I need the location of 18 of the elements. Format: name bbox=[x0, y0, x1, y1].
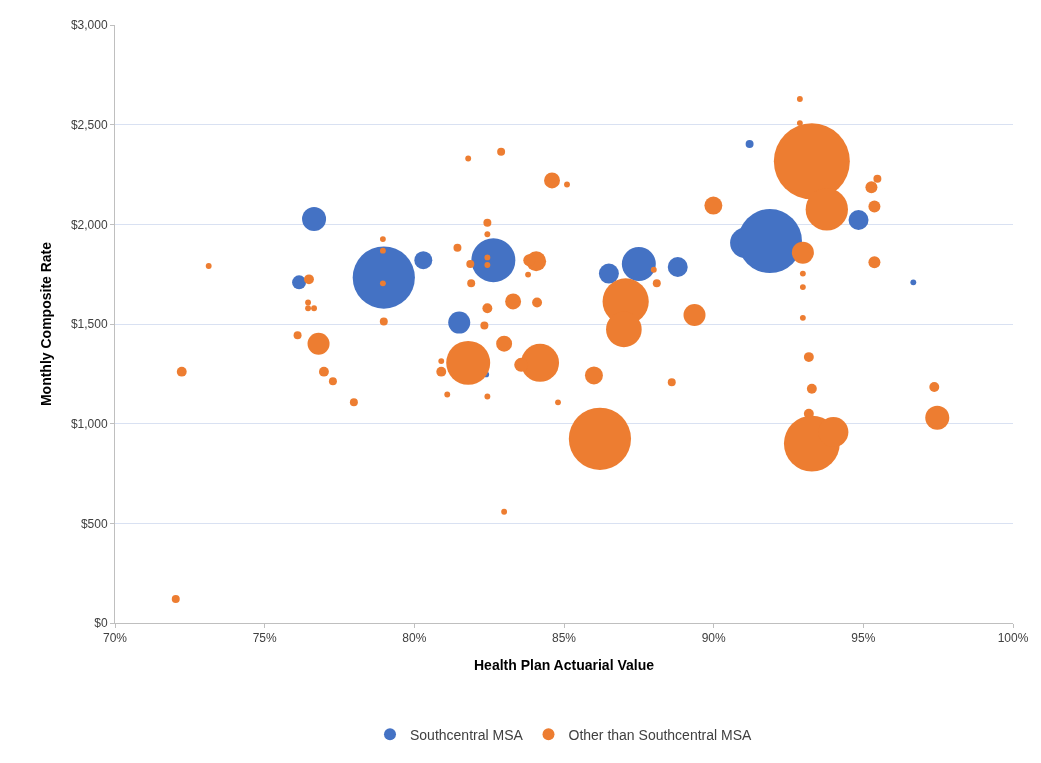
legend-label: Other than Southcentral MSA bbox=[568, 726, 753, 743]
legend-label: Southcentral MSA bbox=[410, 726, 524, 743]
x-tick-label: 80% bbox=[402, 631, 427, 646]
y-tick-label: $1,000 bbox=[70, 416, 108, 431]
y-tick-label: $2,000 bbox=[70, 217, 108, 232]
y-tick-label: $3,000 bbox=[70, 18, 108, 33]
x-tick-label: 75% bbox=[252, 631, 277, 646]
y-tick-label: $0 bbox=[94, 616, 108, 631]
x-tick-label: 95% bbox=[851, 631, 876, 646]
x-tick-label: 70% bbox=[102, 631, 128, 646]
x-axis-title: Health Plan Actuarial Value bbox=[474, 656, 655, 673]
y-tick-label: $500 bbox=[80, 516, 108, 531]
x-tick-label: 100% bbox=[997, 631, 1029, 646]
y-axis-title: Monthly Composite Rate bbox=[38, 241, 55, 407]
x-tick-label: 90% bbox=[701, 631, 726, 646]
x-tick-label: 85% bbox=[551, 631, 577, 646]
y-tick-label: $1,500 bbox=[70, 317, 108, 332]
y-tick-label: $2,500 bbox=[70, 117, 108, 132]
